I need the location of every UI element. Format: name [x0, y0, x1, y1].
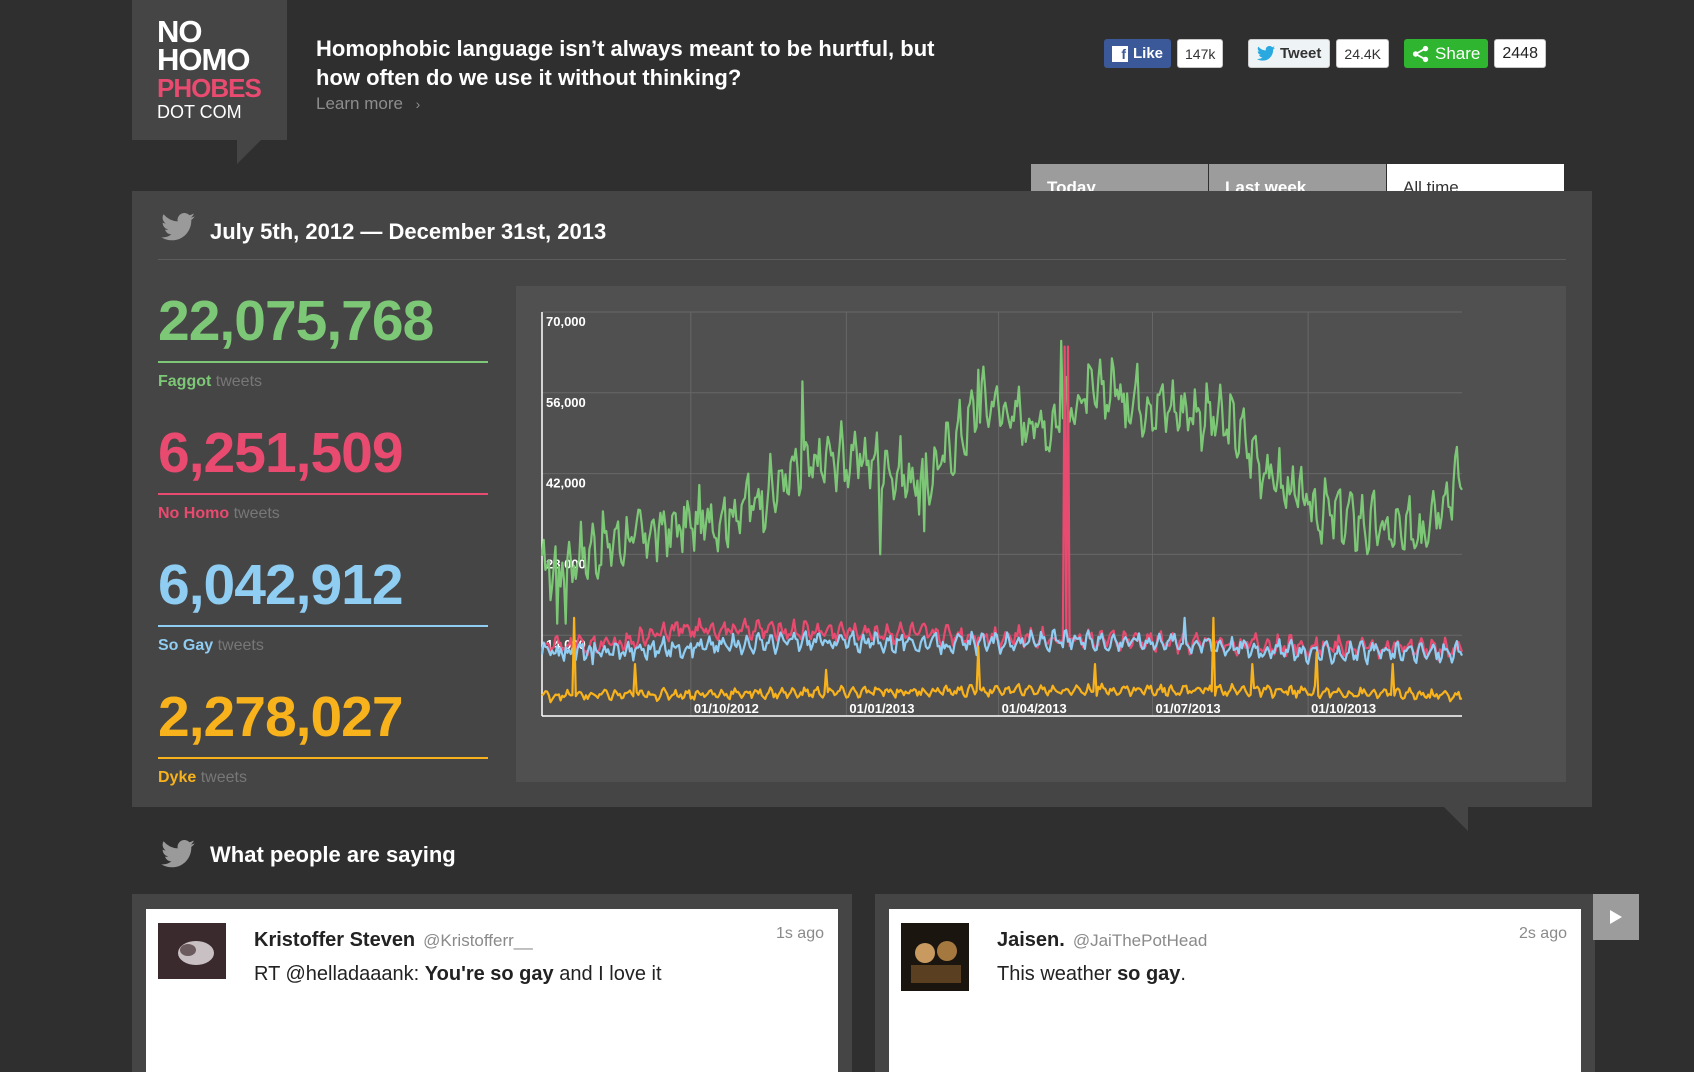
- stat-suffix: tweets: [217, 637, 264, 654]
- series-line-faggot: [540, 339, 1463, 625]
- share-label: Share: [1435, 43, 1481, 63]
- y-tick-label: 70,000: [546, 314, 586, 329]
- stat-number: 22,075,768: [158, 289, 434, 353]
- author-name: Jaisen.: [997, 929, 1065, 951]
- stat-label: Dyke tweets: [158, 769, 488, 787]
- stat-label: No Homo tweets: [158, 505, 488, 523]
- divider: [158, 259, 1566, 260]
- tweet-author[interactable]: Kristoffer Steven @Kristofferr__: [254, 929, 533, 952]
- stats-panel: July 5th, 2012 — December 31st, 2013 22,…: [132, 191, 1592, 831]
- like-label: Like: [1133, 45, 1164, 62]
- stat-faggot: 22,075,768 Faggot tweets: [158, 291, 488, 391]
- chevron-right-icon: ›: [415, 96, 421, 112]
- stat-suffix: tweets: [215, 373, 263, 390]
- share-count: 2448: [1494, 39, 1546, 68]
- stat-number: 6,251,509: [158, 421, 404, 485]
- tagline: Homophobic language isn’t always meant t…: [316, 36, 935, 90]
- x-tick-label: 01/04/2013: [1002, 701, 1067, 716]
- tweet-timestamp: 2s ago: [1518, 925, 1567, 942]
- tweet-timestamp: 1s ago: [775, 925, 824, 942]
- facebook-like-button[interactable]: f Like: [1104, 39, 1172, 68]
- tweet-label: Tweet: [1280, 45, 1322, 62]
- stat-number: 2,278,027: [158, 685, 404, 749]
- logo-line-1: NO: [157, 14, 203, 49]
- section-title: What people are saying: [210, 842, 456, 867]
- stat-term: Dyke: [158, 769, 197, 786]
- tweet-button[interactable]: Tweet: [1248, 39, 1331, 68]
- tweet-text-pre: This weather: [997, 963, 1118, 985]
- x-tick-label: 01/07/2013: [1156, 701, 1221, 716]
- tweet-author[interactable]: Jaisen. @JaiThePotHead: [997, 929, 1207, 952]
- series-line-dyke: [541, 616, 1463, 704]
- date-range-title: July 5th, 2012 — December 31st, 2013: [210, 219, 607, 244]
- x-tick-label: 01/10/2013: [1311, 701, 1376, 716]
- x-tick-label: 01/10/2012: [694, 701, 759, 716]
- tweet-card: Jaisen. @JaiThePotHead 2s ago This weathe…: [875, 894, 1595, 1072]
- stat-label: Faggot tweets: [158, 373, 488, 391]
- site-logo[interactable]: NO HOMO PHOBES DOT COM: [132, 0, 287, 164]
- avatar[interactable]: [158, 923, 226, 979]
- tweet-count: 24.4K: [1336, 39, 1389, 68]
- stat-so-gay: 6,042,912 So Gay tweets: [158, 555, 488, 655]
- y-tick-label: 42,000: [546, 476, 586, 491]
- stat-number: 6,042,912: [158, 553, 404, 617]
- tweet-text-highlight: You're so gay: [424, 963, 554, 985]
- like-count: 147k: [1177, 39, 1224, 68]
- tweet-card-body: Jaisen. @JaiThePotHead 2s ago This weathe…: [889, 909, 1581, 1072]
- stat-bar: [158, 625, 488, 627]
- next-tweets-button[interactable]: [1593, 894, 1639, 940]
- chart-svg: 70,00056,00042,00028,00014,00001/10/2012…: [540, 311, 1464, 717]
- stat-term: So Gay: [158, 637, 214, 654]
- tweet-text: RT @helladaaank: You're so gay and I lov…: [254, 963, 662, 986]
- learn-more-link[interactable]: Learn more ›: [316, 94, 420, 114]
- author-name: Kristoffer Steven: [254, 929, 416, 951]
- series-line-so-gay: [540, 616, 1463, 666]
- twitter-bird-icon: [1257, 46, 1275, 61]
- tweet-volume-chart: 70,000 56,000 42,000 28,000 14,000 01/10/2012…: [516, 286, 1566, 782]
- stat-bar: [158, 361, 488, 363]
- x-tick-label: 01/01/2013: [849, 701, 914, 716]
- twitter-bird-icon: [161, 840, 195, 868]
- tweet-card: Kristoffer Steven @Kristofferr__ 1s ago R…: [132, 894, 852, 1072]
- tweet-text-post: and I love it: [553, 963, 662, 985]
- stat-dyke: 2,278,027 Dyke tweets: [158, 687, 488, 787]
- y-tick-label: 56,000: [546, 395, 586, 410]
- stat-suffix: tweets: [200, 769, 247, 786]
- tweet-text-post: .: [1180, 963, 1186, 985]
- logo-line-4: DOT COM: [157, 102, 242, 122]
- learn-more-label: Learn more: [316, 94, 403, 113]
- avatar[interactable]: [901, 923, 969, 991]
- author-handle: @Kristofferr__: [423, 931, 533, 950]
- stat-label: So Gay tweets: [158, 637, 488, 655]
- stat-bar: [158, 493, 488, 495]
- tweet-card-body: Kristoffer Steven @Kristofferr__ 1s ago R…: [146, 909, 838, 1072]
- tweet-text-pre: RT @helladaaank:: [254, 963, 425, 985]
- logo-line-3: PHOBES: [157, 73, 262, 103]
- facebook-like-widget[interactable]: f Like 147k: [1104, 38, 1224, 69]
- stat-term: No Homo: [158, 505, 230, 522]
- stat-suffix: tweets: [233, 505, 280, 522]
- tweet-text-highlight: so gay: [1117, 963, 1181, 985]
- facebook-icon: f: [1112, 45, 1128, 62]
- twitter-tweet-widget[interactable]: Tweet 24.4K: [1248, 38, 1389, 69]
- play-right-icon: [1610, 910, 1622, 924]
- stat-no-homo: 6,251,509 No Homo tweets: [158, 423, 488, 523]
- stat-bar: [158, 757, 488, 759]
- author-handle: @JaiThePotHead: [1072, 931, 1208, 950]
- tweet-text: This weather so gay.: [997, 963, 1186, 986]
- share-icon: [1412, 45, 1429, 62]
- stat-term: Faggot: [158, 373, 212, 390]
- twitter-bird-icon: [161, 213, 195, 241]
- share-widget[interactable]: Share 2448: [1404, 38, 1546, 69]
- share-button[interactable]: Share: [1404, 39, 1489, 68]
- logo-line-2: HOMO: [157, 42, 250, 77]
